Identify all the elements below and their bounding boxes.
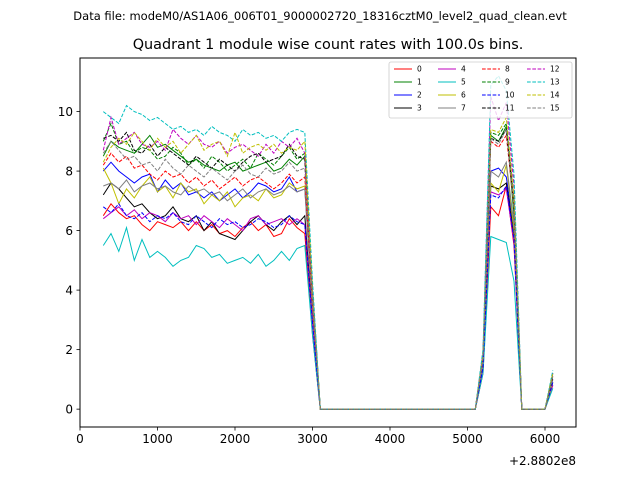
legend-label-6: 6 xyxy=(461,91,466,100)
legend-label-13: 13 xyxy=(550,78,560,87)
legend-label-9: 9 xyxy=(505,78,510,87)
legend-label-3: 3 xyxy=(417,104,422,113)
legend-label-4: 4 xyxy=(461,65,466,74)
legend-frame xyxy=(388,61,573,119)
legend-label-7: 7 xyxy=(461,104,466,113)
data-file-label: Data file: modeM0/AS1A06_006T01_90000027… xyxy=(73,9,567,23)
legend-label-2: 2 xyxy=(417,91,422,100)
x-tick-label: 4000 xyxy=(375,432,406,446)
y-axis: 0 2 4 6 8 10 xyxy=(58,105,80,416)
x-tick-label: 6000 xyxy=(530,432,561,446)
legend-label-5: 5 xyxy=(461,78,466,87)
x-offset-label: +2.8802e8 xyxy=(509,454,576,468)
x-tick-label: 1000 xyxy=(142,432,173,446)
y-tick-label: 2 xyxy=(65,343,73,357)
legend-label-0: 0 xyxy=(417,65,422,74)
legend-label-8: 8 xyxy=(505,65,510,74)
legend-label-15: 15 xyxy=(550,104,560,113)
legend-label-10: 10 xyxy=(505,91,515,100)
legend-label-1: 1 xyxy=(417,78,422,87)
legend-label-12: 12 xyxy=(550,65,560,74)
x-tick-label: 3000 xyxy=(297,432,328,446)
y-tick-label: 10 xyxy=(58,105,73,119)
axes-frame xyxy=(79,57,577,428)
series-layer xyxy=(102,75,554,410)
legend-label-14: 14 xyxy=(550,91,560,100)
y-tick-label: 0 xyxy=(65,402,73,416)
x-tick-label: 2000 xyxy=(220,432,251,446)
y-tick-label: 6 xyxy=(65,224,73,238)
chart-title: Quadrant 1 module wise count rates with … xyxy=(133,37,524,53)
x-axis: 0 1000 2000 3000 4000 5000 6000 xyxy=(76,427,560,446)
x-tick-label: 5000 xyxy=(452,432,483,446)
x-tick-label: 0 xyxy=(76,432,84,446)
legend-label-11: 11 xyxy=(505,104,515,113)
y-tick-label: 4 xyxy=(65,283,73,297)
y-tick-label: 8 xyxy=(65,164,73,178)
